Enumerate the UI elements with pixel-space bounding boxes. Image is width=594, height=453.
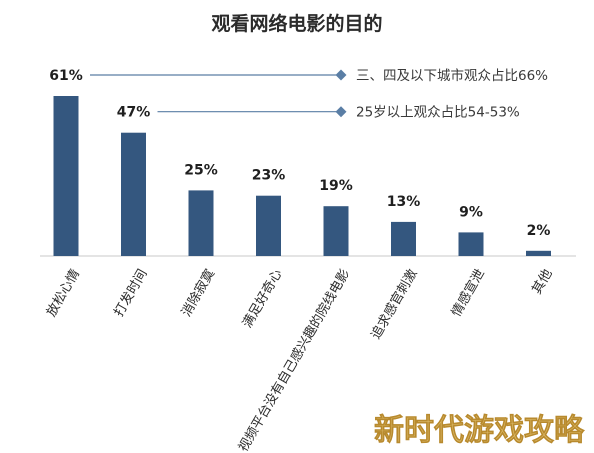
annotation-diamond-icon [335, 69, 347, 81]
bar [53, 96, 79, 256]
x-tick-label: 其他 [530, 267, 556, 297]
x-tick-label: 消除寂寞 [178, 266, 218, 319]
annotation-text: 25岁以上观众占比54-53% [356, 105, 520, 121]
value-label: 23% [252, 168, 286, 184]
annotations: 三、四及以下城市观众占比66% 25岁以上观众占比54-53% [90, 67, 548, 121]
value-label: 9% [459, 204, 483, 220]
value-label: 13% [387, 194, 421, 210]
annotation-diamond-icon [335, 106, 347, 118]
value-labels: 61% 47% 25% 23% 19% 13% 9% 2% [49, 68, 550, 239]
value-label: 2% [527, 223, 551, 239]
bar [323, 206, 349, 256]
bars [53, 96, 551, 256]
bar [256, 195, 281, 256]
x-tick-label: 满足好奇心 [239, 266, 285, 330]
x-tick-label: 视频平台没有自己感兴趣的院线电影 [235, 266, 353, 453]
value-label: 25% [184, 162, 218, 178]
bar [526, 250, 551, 256]
x-tick-label: 放松心情 [44, 267, 83, 320]
annotation-text: 三、四及以下城市观众占比66% [356, 67, 548, 84]
x-tick-label: 追求感官刺激 [368, 266, 421, 342]
bar [391, 221, 416, 256]
bar [121, 132, 146, 256]
value-label: 47% [117, 105, 151, 121]
x-tick-label: 打发时间 [111, 266, 151, 319]
bar [188, 190, 214, 256]
watermark: 新时代游戏攻略 [374, 413, 585, 448]
value-label: 19% [319, 178, 353, 194]
value-label: 61% [49, 68, 83, 84]
chart-title: 观看网络电影的目的 [211, 12, 382, 35]
bar [458, 232, 484, 256]
x-tick-label: 情感宣泄 [448, 266, 488, 319]
